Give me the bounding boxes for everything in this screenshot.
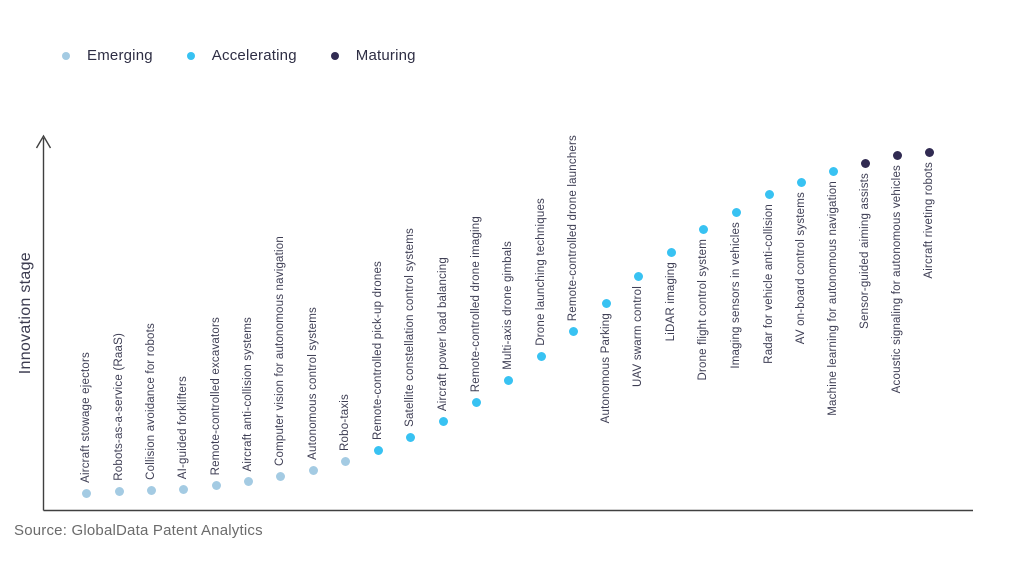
y-axis-title: Innovation stage: [17, 252, 34, 375]
data-point: [81, 488, 91, 498]
point-label: Remote-controlled excavators: [210, 316, 222, 475]
point-label: Drone flight control system: [697, 239, 709, 381]
data-point: [373, 445, 383, 455]
point-label: Imaging sensors in vehicles: [730, 222, 742, 369]
point-label: Remote-controlled pick-up drones: [372, 261, 384, 440]
point-label: Robots-as-a-service (RaaS): [113, 333, 125, 481]
maturing-dot-icon: [330, 51, 339, 60]
point-label: Autonomous Parking: [600, 313, 612, 424]
data-point: [601, 298, 611, 308]
point-label: Remote-controlled drone launchers: [567, 134, 579, 321]
point-label: LiDAR imaging: [665, 262, 677, 342]
data-point: [568, 326, 578, 336]
data-point: [698, 224, 708, 234]
data-point: [340, 456, 350, 466]
data-point: [828, 166, 838, 176]
legend-label-emerging: Emerging: [87, 47, 153, 64]
point-label: Multi-axis drone gimbals: [502, 241, 514, 370]
point-label: Sensor-guided aiming assists: [859, 173, 871, 329]
y-axis-arrow-icon: [35, 134, 52, 149]
point-label: Computer vision for autonomous navigatio…: [274, 235, 286, 466]
data-point: [114, 486, 124, 496]
point-label: Aircraft riveting robots: [923, 162, 935, 279]
point-label: Autonomous control systems: [307, 307, 319, 460]
data-point: [503, 375, 513, 385]
point-label: UAV swarm control: [632, 286, 644, 387]
data-point: [243, 476, 253, 486]
data-point: [731, 207, 741, 217]
data-point: [146, 485, 156, 495]
data-point: [308, 465, 318, 475]
point-label: Robo-taxis: [339, 394, 351, 451]
data-point: [471, 397, 481, 407]
data-point: [666, 247, 676, 257]
point-label: Machine learning for autonomous navigati…: [827, 181, 839, 416]
data-point: [764, 189, 774, 199]
data-point: [211, 480, 221, 490]
point-label: Drone launching techniques: [535, 198, 547, 346]
point-label: AI-guided forklifters: [177, 375, 189, 479]
data-point: [438, 416, 448, 426]
legend-label-maturing: Maturing: [355, 47, 416, 64]
point-label: Collision avoidance for robots: [145, 323, 157, 480]
legend-item-maturing: Maturing: [330, 47, 416, 64]
point-label: Aircraft anti-collision systems: [242, 316, 254, 471]
point-label: Satellite constellation control systems: [404, 228, 416, 427]
data-point: [633, 271, 643, 281]
point-label: Radar for vehicle anti-collision: [763, 204, 775, 364]
legend-item-emerging: Emerging: [62, 47, 153, 64]
legend-label-accelerating: Accelerating: [211, 47, 297, 64]
data-point: [796, 177, 806, 187]
point-label: AV on-board control systems: [795, 192, 807, 345]
data-point: [924, 147, 934, 157]
data-point: [405, 432, 415, 442]
legend-item-accelerating: Accelerating: [186, 47, 297, 64]
point-label: Aircraft stowage ejectors: [80, 352, 92, 483]
chart-legend: Emerging Accelerating Maturing: [62, 47, 416, 64]
source-caption: Source: GlobalData Patent Analytics: [14, 522, 263, 539]
data-point: [860, 158, 870, 168]
data-point: [178, 484, 188, 494]
point-label: Acoustic signaling for autonomous vehicl…: [891, 165, 903, 394]
accelerating-dot-icon: [186, 51, 195, 60]
point-label: Remote-controlled drone imaging: [470, 215, 482, 392]
emerging-dot-icon: [62, 51, 70, 60]
data-point: [275, 471, 285, 481]
point-label: Aircraft power load balancing: [437, 256, 449, 411]
data-point: [536, 351, 546, 361]
data-point: [892, 150, 902, 160]
